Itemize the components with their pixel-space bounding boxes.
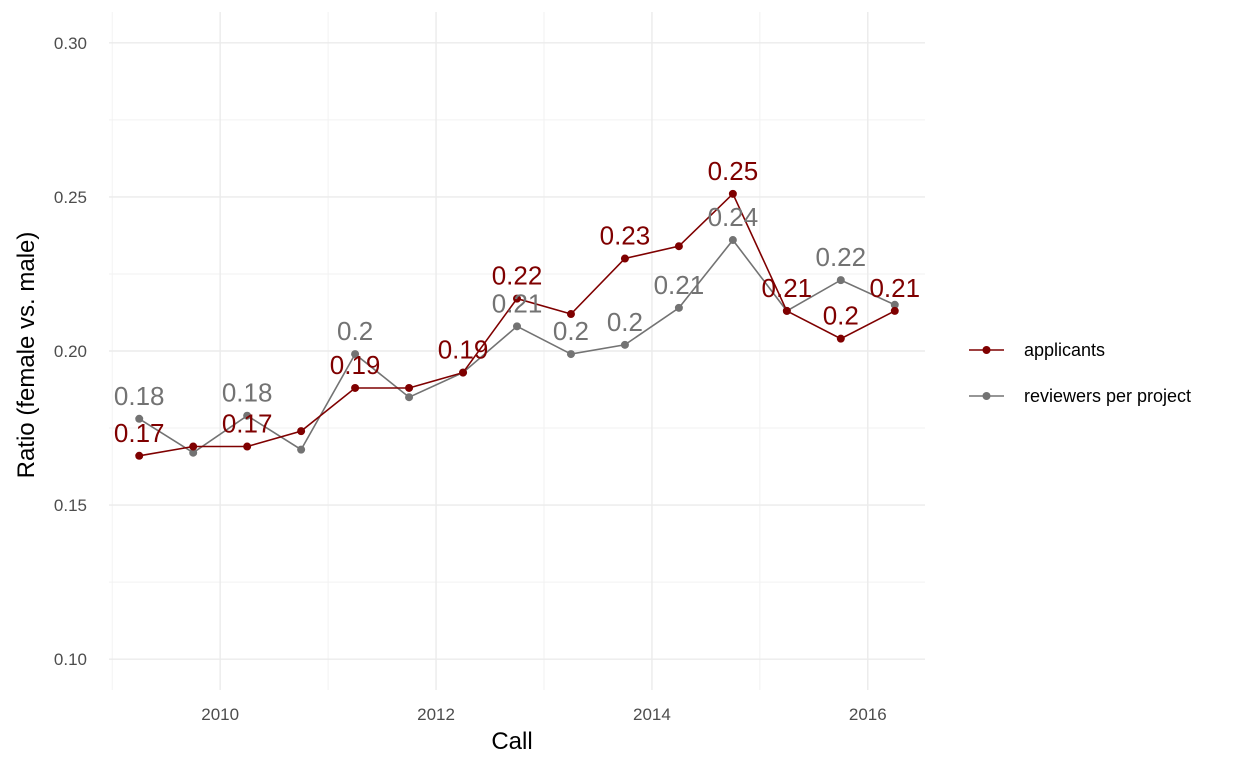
data-point-reviewers-per-project [513,322,521,331]
x-tick-label: 2016 [849,705,887,724]
data-label-applicants: 0.23 [600,221,651,251]
data-label-reviewers-per-project: 0.18 [222,378,273,408]
data-point-reviewers-per-project [297,445,306,454]
x-axis-title: Call [491,728,532,755]
legend-key-point [982,346,991,354]
data-point-reviewers-per-project [836,276,845,285]
data-label-applicants: 0.19 [438,335,489,365]
data-point-applicants [566,310,575,319]
data-labels: 0.18 0.18 0.2 0.21 0.2 0.2 0.21 0.24 0.22 0.17 0.1… [114,156,920,448]
x-axis-ticks: 2010 2012 2014 2016 [201,705,886,724]
data-point-applicants [459,368,468,377]
data-point-applicants [405,383,414,392]
data-point-applicants [135,451,144,460]
data-label-reviewers-per-project: 0.18 [114,381,165,411]
data-point-applicants [890,306,899,315]
x-tick-label: 2010 [201,705,239,724]
y-axis-ticks: 0.10 0.15 0.20 0.25 0.30 [54,34,87,669]
data-point-reviewers-per-project [243,411,252,420]
data-point-applicants [297,427,306,436]
data-label-applicants: 0.21 [869,273,920,303]
data-point-applicants [674,242,683,251]
y-tick-label: 0.30 [54,34,87,53]
data-point-applicants [513,294,521,303]
data-label-reviewers-per-project: 0.24 [708,202,759,232]
major-gridlines [109,12,925,690]
data-point-applicants [782,306,791,315]
data-label-applicants: 0.21 [762,273,813,303]
data-label-reviewers-per-project: 0.2 [553,316,589,346]
series-points [135,189,899,460]
legend-item-applicants: applicants [969,340,1105,360]
data-label-reviewers-per-project: 0.21 [492,288,543,318]
y-tick-label: 0.20 [54,342,87,361]
data-point-reviewers-per-project [890,300,899,309]
data-point-reviewers-per-project [674,303,683,312]
data-point-applicants [351,383,360,392]
legend-label: applicants [1024,340,1105,360]
data-label-reviewers-per-project: 0.2 [607,307,643,337]
data-point-reviewers-per-project [405,393,414,402]
data-point-applicants [728,189,737,198]
data-label-applicants: 0.19 [330,350,381,380]
legend: applicants reviewers per project [969,340,1191,406]
y-tick-label: 0.15 [54,496,87,515]
data-point-applicants [243,442,252,451]
data-point-reviewers-per-project [728,236,737,245]
data-label-applicants: 0.17 [222,409,273,439]
data-label-reviewers-per-project: 0.21 [654,270,705,300]
legend-key-point [982,392,991,400]
data-point-reviewers-per-project [135,414,144,423]
y-tick-label: 0.25 [54,188,87,207]
data-point-reviewers-per-project [620,340,629,349]
x-tick-label: 2014 [633,705,671,724]
data-label-applicants: 0.17 [114,418,165,448]
legend-item-reviewers-per-project: reviewers per project [969,386,1191,406]
y-tick-label: 0.10 [54,650,87,669]
data-point-reviewers-per-project [351,350,360,359]
x-tick-label: 2012 [417,705,455,724]
data-label-applicants: 0.22 [492,261,543,291]
data-point-applicants [189,442,198,451]
data-point-applicants [620,254,629,263]
data-label-reviewers-per-project: 0.2 [337,316,373,346]
data-label-reviewers-per-project: 0.22 [816,242,867,272]
data-point-reviewers-per-project [189,448,198,457]
data-label-applicants: 0.25 [708,156,759,186]
data-point-reviewers-per-project [566,350,575,359]
data-point-applicants [836,334,845,343]
data-label-applicants: 0.2 [823,301,859,331]
legend-label: reviewers per project [1024,386,1191,406]
y-axis-title: Ratio (female vs. male) [13,232,40,479]
